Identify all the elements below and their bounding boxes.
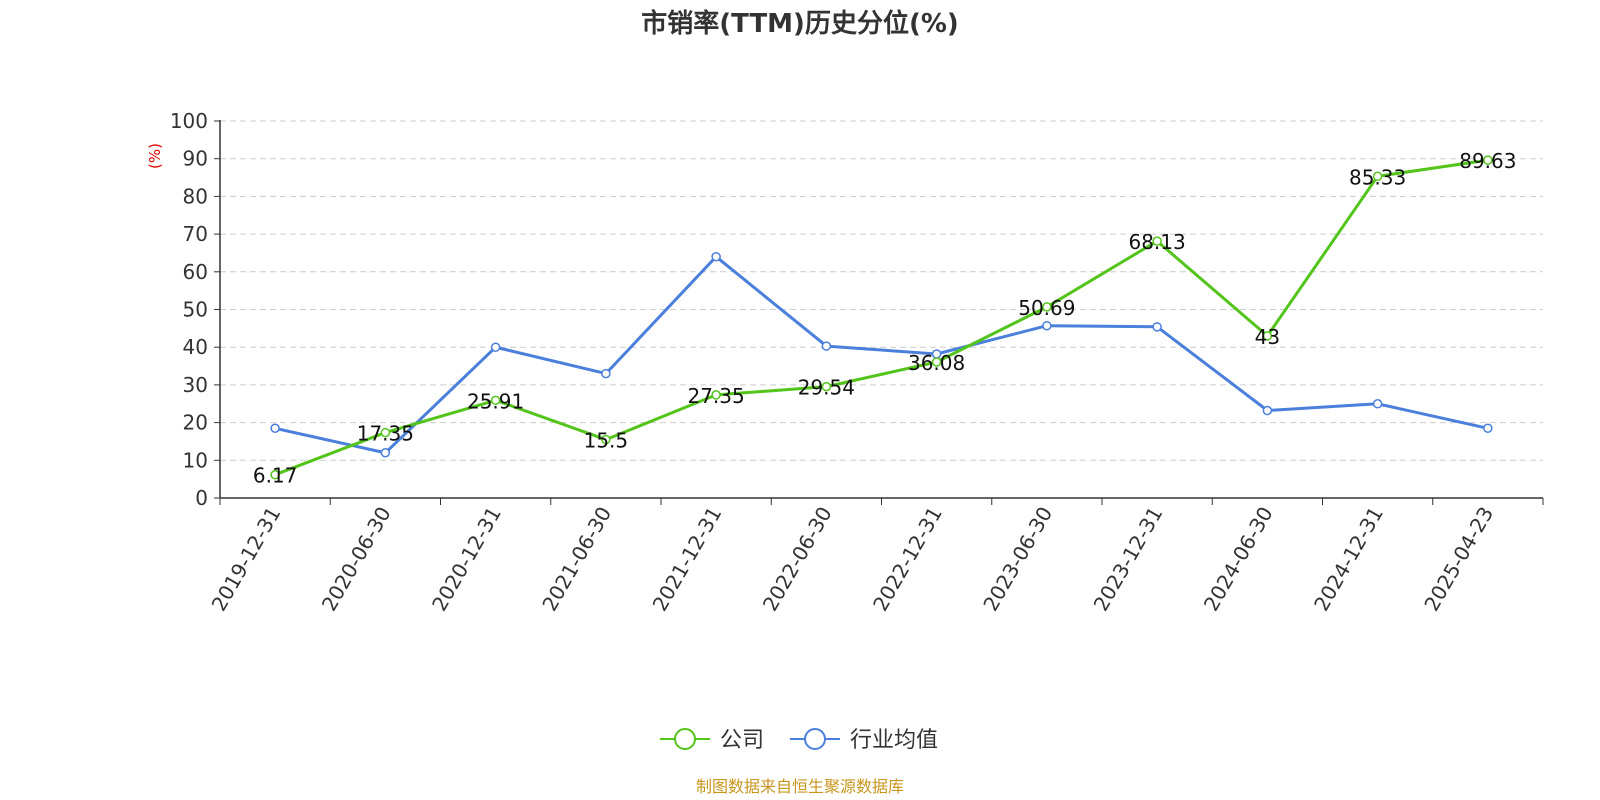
legend: 公司 行业均值	[660, 728, 938, 753]
source-note: 制图数据来自恒生聚源数据库	[696, 777, 904, 796]
company-point	[490, 395, 501, 406]
company-point	[1152, 236, 1162, 246]
x-tick-label: 2023-06-30	[978, 503, 1057, 616]
company-point	[711, 390, 721, 400]
y-tick-label: 70	[183, 222, 208, 246]
legend-item-company[interactable]: 公司	[660, 728, 764, 753]
x-tick-label: 2019-12-31	[207, 503, 286, 616]
data-label: 68.13	[1128, 230, 1185, 254]
industry-point	[601, 368, 611, 379]
legend-industry-icon	[804, 728, 826, 750]
x-tick-label: 2024-06-30	[1199, 503, 1278, 616]
company-point	[1262, 331, 1273, 341]
x-tick-label: 2020-06-30	[317, 503, 396, 616]
y-tick-label: 40	[183, 335, 208, 359]
y-axis-unit-label: (%)	[146, 143, 164, 169]
data-label: 17.35	[357, 422, 414, 446]
legend-industry-label: 行业均值	[850, 728, 938, 753]
x-tick-label: 2021-12-31	[648, 503, 727, 616]
company-point	[380, 427, 391, 438]
company-point	[1042, 302, 1052, 312]
y-tick-label: 20	[183, 411, 208, 435]
legend-company-label: 公司	[720, 728, 764, 753]
data-label: 15.5	[584, 429, 629, 453]
industry-series-line	[274, 255, 1489, 455]
industry-point	[1152, 322, 1162, 332]
data-labels: 6.17 17.35 25.91 15.5 27.35 29.54 36.08 50.69 68…	[253, 149, 1517, 488]
axes: 0 10 20 30 40 50 60 70 80 90 100 2019-12-31 2020-06-…	[170, 109, 1544, 616]
data-label: 89.63	[1459, 149, 1516, 173]
data-label: 27.35	[687, 384, 744, 408]
industry-point	[380, 448, 391, 458]
company-point	[1372, 171, 1383, 182]
x-tick-label: 2020-12-31	[427, 503, 506, 616]
industry-point	[270, 423, 280, 434]
y-tick-label: 80	[183, 184, 208, 208]
legend-company-icon	[674, 728, 696, 750]
company-point	[1483, 155, 1493, 165]
company-point	[270, 469, 280, 480]
legend-item-industry-average[interactable]: 行业均值	[790, 728, 938, 753]
company-point	[601, 434, 611, 445]
industry-point	[1042, 320, 1052, 331]
data-label: 25.91	[467, 389, 524, 413]
x-tick-label: 2025-04-23	[1419, 503, 1498, 616]
y-tick-label: 10	[183, 448, 208, 472]
x-tick-label: 2024-12-31	[1309, 503, 1388, 616]
industry-point	[1262, 405, 1273, 416]
industry-point	[821, 341, 832, 351]
x-tick-label: 2023-12-31	[1089, 503, 1168, 616]
industry-point	[1483, 423, 1493, 434]
y-tick-label: 50	[183, 298, 208, 322]
company-point	[931, 357, 942, 367]
company-series-line	[274, 158, 1489, 477]
data-label: 50.69	[1018, 296, 1075, 320]
x-tick-label: 2022-06-30	[758, 503, 837, 616]
x-tick-label: 2021-06-30	[537, 503, 616, 616]
data-label: 36.08	[908, 351, 965, 375]
data-label: 43	[1255, 325, 1280, 349]
data-label: 6.17	[253, 464, 298, 488]
industry-point	[711, 251, 721, 262]
y-tick-label: 100	[170, 109, 208, 133]
company-point	[821, 381, 832, 392]
grid-lines	[220, 120, 1543, 461]
industry-point	[1372, 399, 1383, 409]
data-label: 85.33	[1349, 165, 1406, 189]
y-tick-label: 90	[183, 147, 208, 171]
y-tick-label: 60	[183, 260, 208, 284]
industry-point	[490, 342, 501, 352]
x-tick-label: 2022-12-31	[868, 503, 947, 616]
y-tick-label: 0	[195, 486, 208, 510]
data-label: 29.54	[798, 376, 855, 400]
chart-title: 市销率(TTM)历史分位(%)	[641, 8, 959, 39]
series-layer	[270, 155, 1493, 480]
y-tick-label: 30	[183, 373, 208, 397]
